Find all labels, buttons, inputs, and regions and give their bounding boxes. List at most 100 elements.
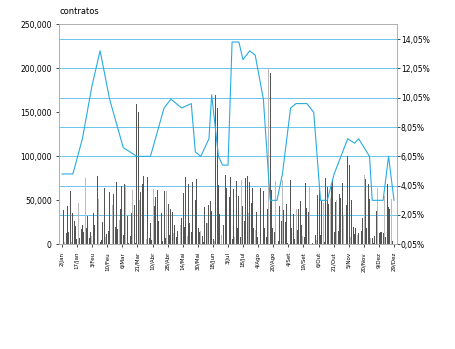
Bar: [238, 196, 239, 244]
Bar: [170, 209, 171, 244]
Bar: [386, 184, 387, 244]
Bar: [76, 239, 77, 244]
Bar: [110, 233, 111, 244]
Bar: [253, 228, 254, 244]
Bar: [249, 181, 250, 244]
Bar: [254, 230, 255, 244]
Bar: [196, 179, 197, 244]
Bar: [102, 222, 103, 244]
Bar: [333, 232, 334, 244]
Bar: [239, 237, 240, 244]
Bar: [165, 238, 166, 244]
Bar: [147, 177, 148, 244]
Bar: [321, 200, 322, 244]
Bar: [292, 214, 293, 244]
Bar: [315, 240, 316, 244]
Bar: [220, 235, 221, 244]
Bar: [155, 197, 156, 244]
Bar: [226, 188, 227, 244]
Bar: [97, 176, 98, 244]
Bar: [350, 200, 352, 244]
Bar: [122, 235, 123, 244]
Bar: [154, 206, 155, 244]
Bar: [64, 242, 65, 244]
Bar: [378, 233, 379, 244]
Bar: [117, 229, 118, 244]
Bar: [383, 196, 384, 244]
Bar: [150, 223, 151, 244]
Bar: [285, 205, 286, 244]
Bar: [382, 232, 383, 244]
Bar: [289, 180, 290, 244]
Bar: [178, 223, 179, 244]
Bar: [242, 206, 243, 244]
Bar: [78, 203, 79, 244]
Bar: [148, 238, 149, 244]
Bar: [252, 188, 253, 244]
Bar: [357, 233, 358, 244]
Bar: [293, 239, 294, 244]
Bar: [268, 68, 269, 244]
Bar: [146, 239, 147, 244]
Bar: [126, 216, 127, 244]
Bar: [137, 112, 138, 244]
Bar: [363, 175, 364, 244]
Bar: [311, 243, 312, 244]
Bar: [337, 231, 338, 244]
Bar: [332, 179, 333, 244]
Bar: [368, 199, 369, 244]
Bar: [140, 192, 141, 244]
Bar: [237, 228, 238, 244]
Bar: [245, 178, 246, 244]
Bar: [345, 205, 346, 244]
Bar: [208, 205, 209, 244]
Bar: [163, 191, 164, 244]
Bar: [113, 194, 114, 244]
Bar: [356, 235, 357, 244]
Bar: [151, 240, 152, 244]
Bar: [82, 225, 83, 244]
Bar: [341, 183, 342, 244]
Bar: [235, 181, 236, 244]
Bar: [234, 237, 235, 244]
Bar: [360, 231, 361, 244]
Bar: [300, 225, 301, 244]
Bar: [201, 236, 202, 244]
Bar: [380, 231, 381, 244]
Bar: [129, 236, 130, 244]
Bar: [98, 199, 99, 244]
Bar: [128, 243, 129, 244]
Bar: [209, 201, 210, 244]
Bar: [318, 190, 319, 244]
Bar: [90, 232, 91, 244]
Bar: [198, 232, 199, 244]
Bar: [86, 228, 87, 244]
Bar: [336, 200, 337, 244]
Bar: [371, 238, 372, 244]
Bar: [135, 243, 136, 244]
Bar: [211, 211, 212, 244]
Bar: [365, 228, 366, 244]
Bar: [317, 195, 318, 244]
Bar: [193, 219, 194, 244]
Bar: [176, 237, 177, 244]
Bar: [384, 237, 385, 244]
Bar: [340, 198, 341, 244]
Bar: [105, 237, 106, 244]
Bar: [261, 237, 262, 244]
Bar: [219, 214, 220, 244]
Bar: [369, 238, 370, 244]
Bar: [344, 240, 345, 244]
Bar: [228, 197, 229, 244]
Bar: [390, 199, 391, 244]
Bar: [231, 239, 232, 244]
Bar: [302, 236, 303, 244]
Bar: [243, 221, 244, 244]
Bar: [280, 221, 281, 244]
Bar: [379, 232, 380, 244]
Bar: [75, 226, 76, 244]
Bar: [161, 214, 162, 244]
Bar: [158, 221, 159, 244]
Bar: [99, 242, 101, 244]
Bar: [348, 165, 349, 244]
